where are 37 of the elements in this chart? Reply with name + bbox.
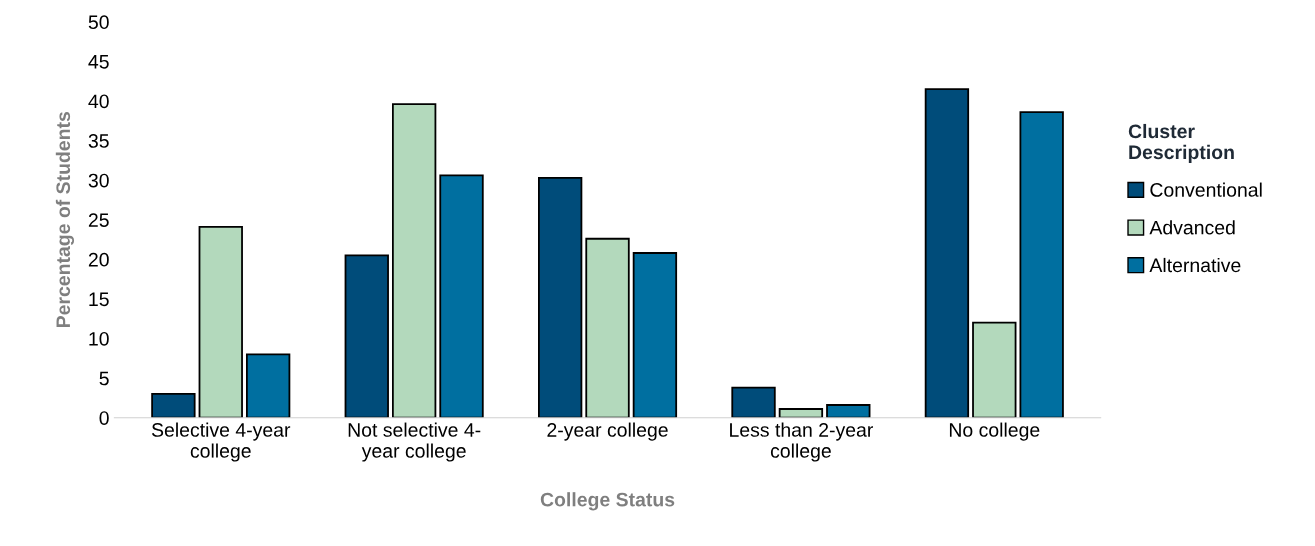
bar: [972, 321, 1017, 418]
x-axis-title: College Status: [540, 492, 675, 511]
bar: [632, 252, 678, 418]
y-tick-label: 45: [88, 55, 109, 69]
legend-label: Conventional: [1150, 182, 1262, 197]
y-tick-label: 0: [99, 411, 109, 425]
y-tick-label: 20: [88, 252, 109, 267]
x-tick-label: Selective 4-year college: [151, 422, 291, 462]
bar: [924, 88, 970, 418]
bar: [537, 176, 583, 418]
bar: [344, 254, 389, 418]
bar: [151, 393, 196, 418]
y-tick-label: 25: [88, 213, 109, 227]
y-tick-label: 35: [88, 134, 109, 148]
x-tick-label: Not selective 4- year college: [348, 422, 481, 462]
y-tick-label: 40: [88, 94, 109, 109]
bar: [245, 353, 291, 418]
y-tick-label: 5: [99, 371, 109, 386]
y-tick-label: 50: [88, 15, 109, 30]
legend-label: Alternative: [1149, 257, 1241, 273]
y-axis-title: Percentage of Students: [55, 111, 75, 328]
bar: [585, 237, 630, 418]
y-tick-label: 30: [88, 173, 109, 188]
bar: [1019, 111, 1064, 418]
bar: [198, 225, 243, 418]
legend-label: Advanced: [1149, 220, 1235, 235]
y-tick-label: 10: [89, 331, 109, 346]
bar: [731, 386, 776, 418]
legend-title: Cluster Description: [1128, 123, 1234, 163]
x-tick-label: 2-year college: [547, 422, 668, 441]
bar: [391, 103, 437, 418]
x-tick-label: No college: [949, 422, 1040, 441]
y-tick-label: 15: [89, 292, 109, 307]
bar: [826, 404, 871, 418]
x-tick-label: Less than 2-year college: [730, 422, 874, 462]
bar: [439, 174, 484, 418]
bar: [778, 408, 824, 418]
